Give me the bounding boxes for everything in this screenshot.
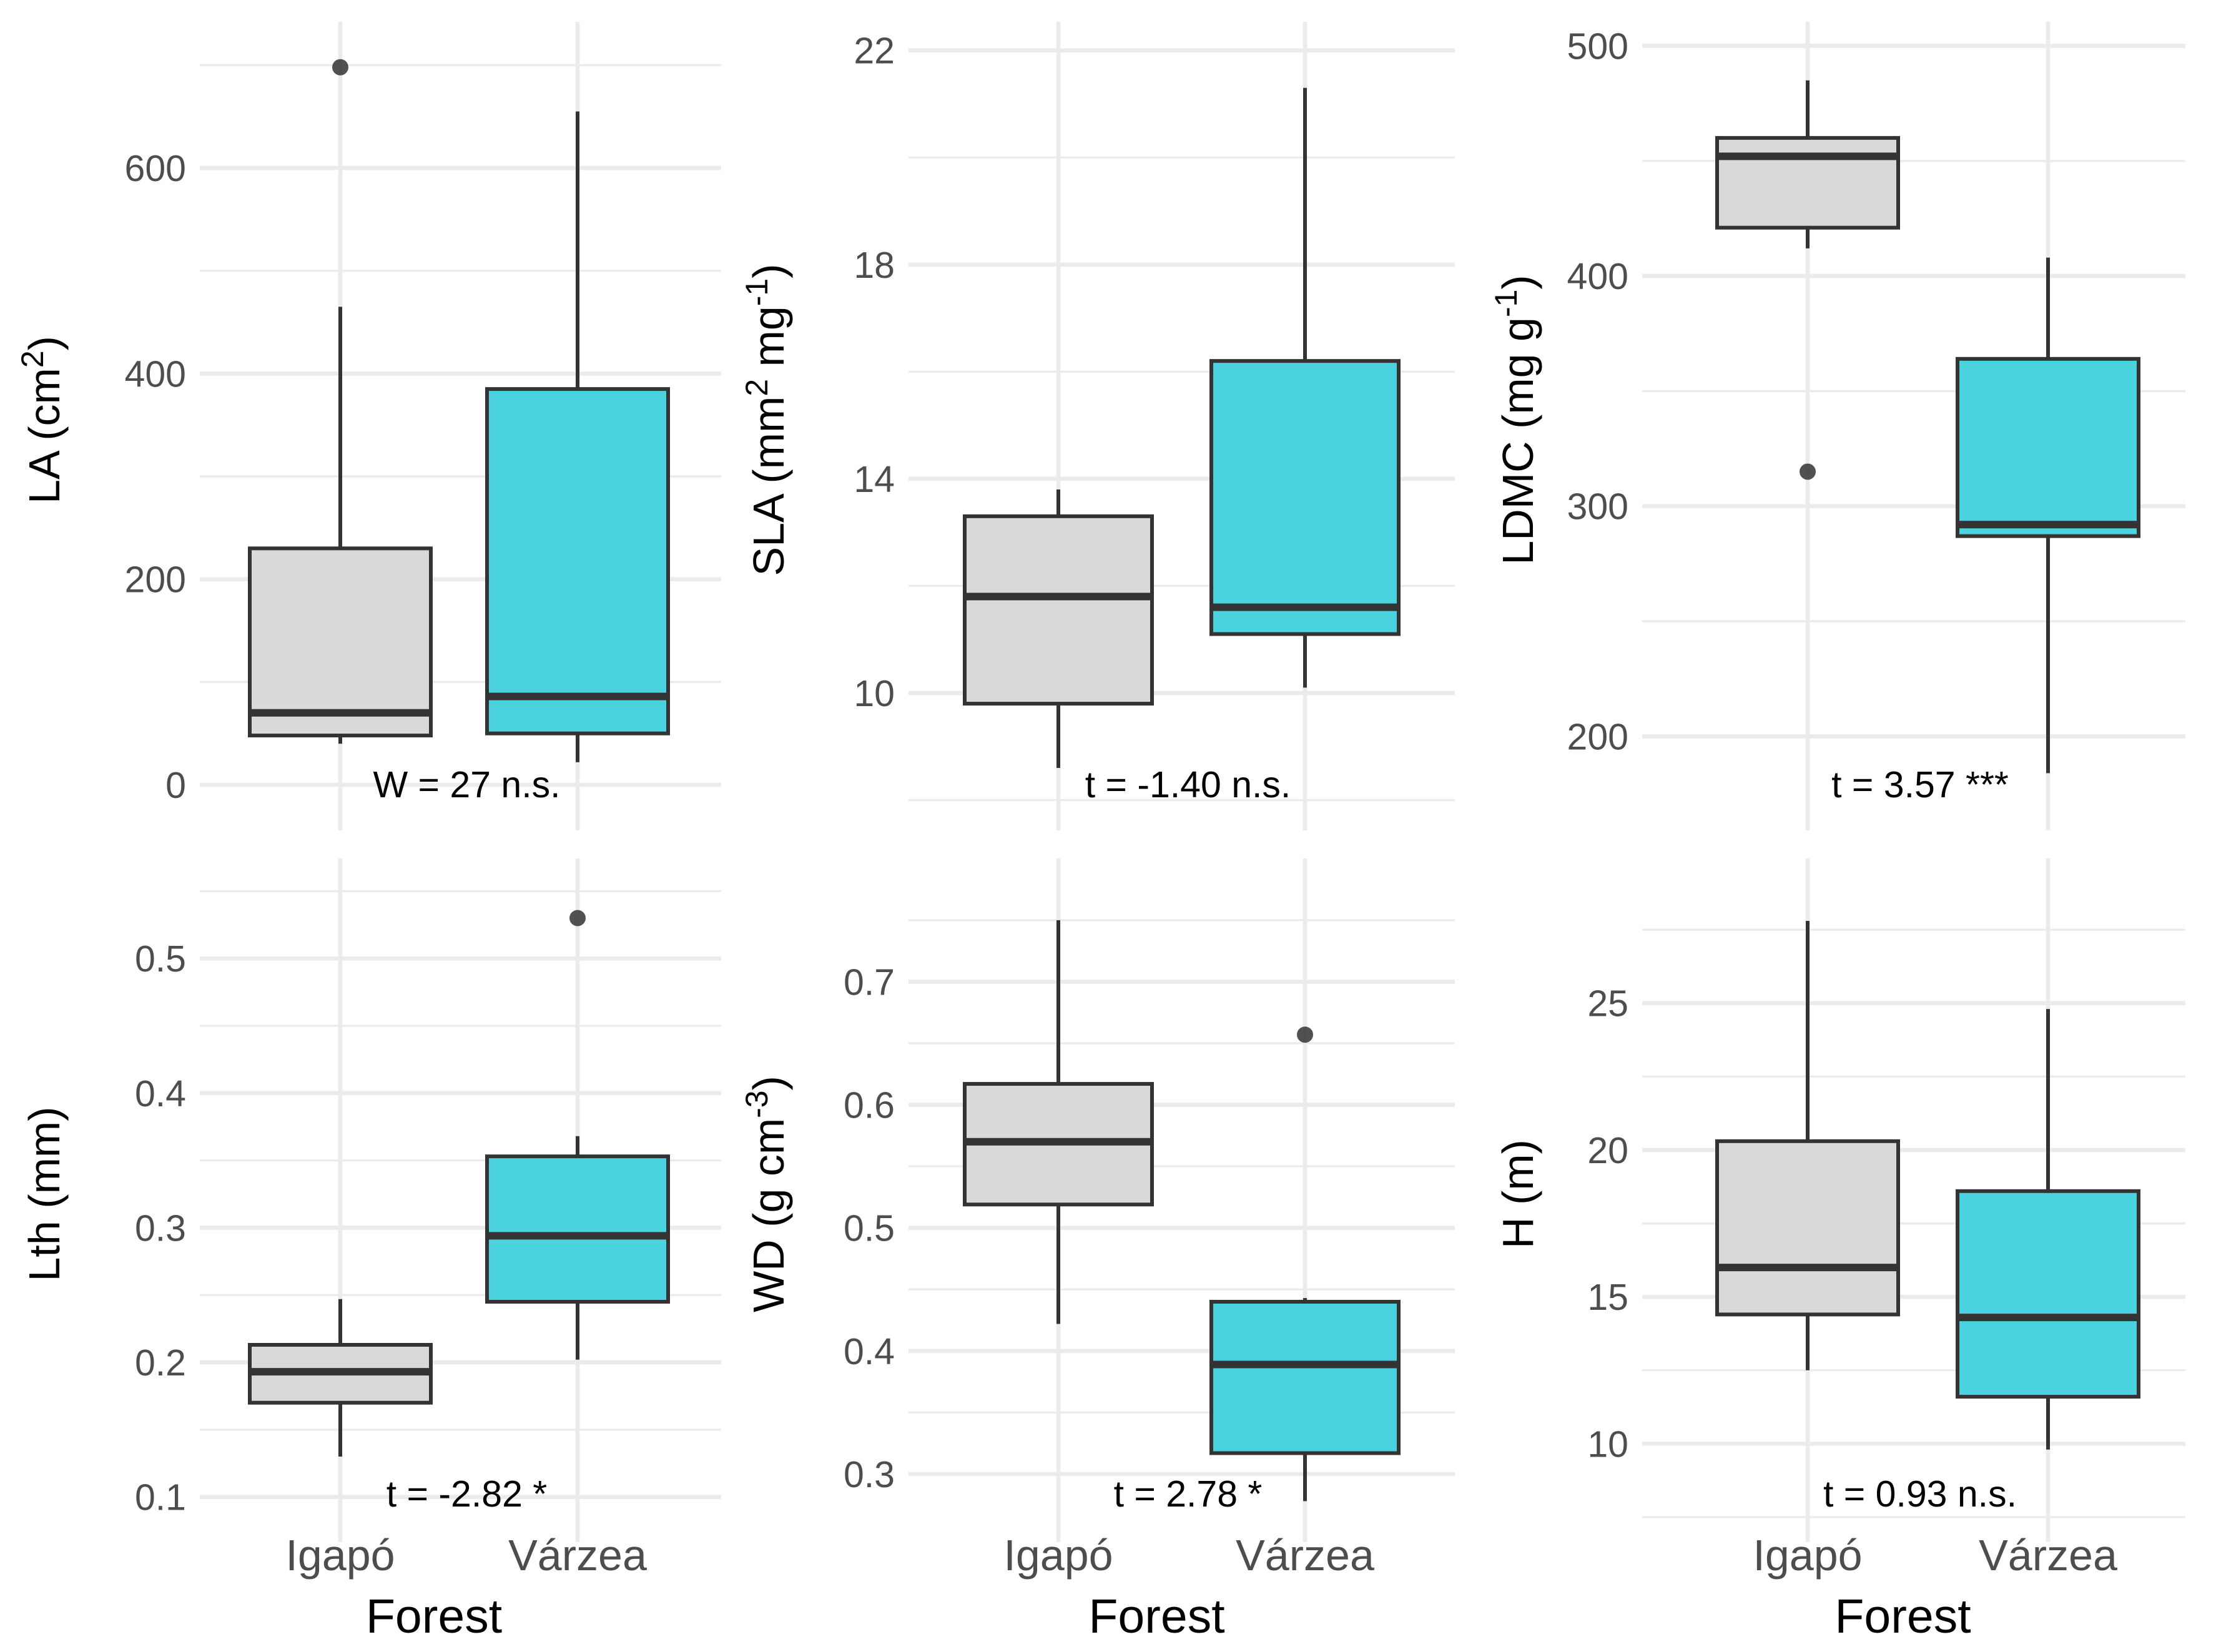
box-igapo bbox=[963, 920, 1154, 1324]
y-label-text: ) bbox=[744, 263, 793, 278]
test-annotation: t = 2.78 * bbox=[1114, 1473, 1263, 1515]
y-tick-label: 10 bbox=[1587, 1423, 1628, 1465]
x-category-label: Igapó bbox=[1753, 1531, 1862, 1580]
test-annotation: t = 3.57 *** bbox=[1831, 764, 2009, 805]
test-annotation: t = -1.40 n.s. bbox=[1085, 764, 1291, 805]
y-tick-label: 400 bbox=[125, 353, 186, 395]
y-tick-label: 0.5 bbox=[844, 1208, 895, 1249]
x-axis-label: Forest bbox=[1834, 1590, 1971, 1643]
y-axis-label: LDMC (mg g-1) bbox=[1489, 275, 1542, 565]
y-tick-label: 25 bbox=[1587, 983, 1628, 1025]
y-label-text: LA (cm bbox=[20, 368, 69, 504]
box-varzea bbox=[1956, 257, 2140, 774]
iqr-box bbox=[1956, 356, 2140, 538]
outlier-point bbox=[1297, 1026, 1313, 1043]
y-label-text: H (m) bbox=[1494, 1139, 1542, 1249]
box-igapo bbox=[963, 489, 1154, 768]
y-axis-label: LA (cm2) bbox=[15, 336, 69, 504]
iqr-box bbox=[485, 1154, 670, 1304]
y-tick-label: 600 bbox=[125, 148, 186, 189]
panel-1: 0 200 400 600 W = 27 n.s. LA (cm2) bbox=[15, 22, 721, 830]
y-label-text: WD (g cm bbox=[744, 1118, 793, 1312]
y-label-superscript: -1 bbox=[1489, 290, 1524, 317]
y-tick-label: 200 bbox=[1567, 716, 1628, 757]
outlier-point bbox=[1800, 463, 1816, 480]
iqr-box bbox=[248, 546, 433, 738]
y-label-text: LDMC (mg g bbox=[1494, 317, 1542, 565]
iqr-box bbox=[1209, 359, 1401, 636]
y-label-superscript: 2 bbox=[15, 350, 50, 368]
box-igapo bbox=[1715, 920, 1900, 1370]
test-annotation: W = 27 n.s. bbox=[373, 764, 560, 805]
x-category-label: Igapó bbox=[1003, 1531, 1113, 1580]
y-tick-label: 20 bbox=[1587, 1130, 1628, 1171]
iqr-box bbox=[485, 387, 670, 735]
y-label-text: SLA (mm bbox=[744, 396, 793, 576]
y-tick-label: 200 bbox=[125, 559, 186, 601]
y-tick-label: 0.4 bbox=[844, 1331, 895, 1372]
y-label-text: Lth (mm) bbox=[20, 1107, 69, 1282]
box-varzea bbox=[485, 910, 670, 1360]
x-category-label: Várzea bbox=[1236, 1531, 1374, 1580]
y-axis-label: Lth (mm) bbox=[20, 1107, 69, 1282]
box-igapo bbox=[248, 1299, 433, 1457]
y-label-text: ) bbox=[744, 1076, 793, 1090]
y-tick-label: 0.3 bbox=[844, 1454, 895, 1495]
y-tick-label: 400 bbox=[1567, 256, 1628, 297]
y-tick-label: 10 bbox=[854, 673, 895, 714]
panel-4: 0.1 0.2 0.3 0.4 0.5 t = -2.82 * Lth (mm) Igapó V… bbox=[20, 858, 721, 1643]
y-tick-label: 0.2 bbox=[135, 1342, 186, 1384]
iqr-box bbox=[1715, 135, 1900, 230]
x-axis-label: Forest bbox=[366, 1590, 502, 1643]
box-varzea bbox=[485, 111, 670, 762]
y-axis-label: WD (g cm-3) bbox=[739, 1076, 793, 1312]
test-annotation: t = -2.82 * bbox=[387, 1473, 548, 1515]
test-annotation: t = 0.93 n.s. bbox=[1823, 1473, 2017, 1515]
outlier-point bbox=[332, 59, 348, 76]
y-label-superscript: 2 bbox=[739, 379, 774, 396]
y-tick-label: 0.1 bbox=[135, 1477, 186, 1518]
y-tick-label: 14 bbox=[854, 459, 895, 500]
y-label-text: mg bbox=[744, 306, 793, 379]
panel-3: 200 300 400 500 t = 3.57 *** LDMC (mg g-1) bbox=[1489, 22, 2185, 830]
y-label-superscript: -3 bbox=[739, 1090, 774, 1118]
iqr-box bbox=[1956, 1189, 2140, 1399]
iqr-box bbox=[1715, 1139, 1900, 1317]
y-tick-label: 0.7 bbox=[844, 961, 895, 1003]
panel-2: 10 14 18 22 t = -1.40 n.s. SLA (mm2 mg-1) bbox=[739, 22, 1455, 830]
y-axis-label: SLA (mm2 mg-1) bbox=[739, 263, 793, 576]
y-tick-label: 0.3 bbox=[135, 1207, 186, 1249]
box-varzea bbox=[1956, 1009, 2140, 1450]
box-varzea bbox=[1209, 1026, 1401, 1502]
y-tick-label: 18 bbox=[854, 245, 895, 286]
x-category-label: Várzea bbox=[1979, 1531, 2117, 1580]
y-tick-label: 300 bbox=[1567, 486, 1628, 528]
y-tick-label: 500 bbox=[1567, 26, 1628, 67]
x-category-label: Várzea bbox=[508, 1531, 647, 1580]
y-tick-label: 0.4 bbox=[135, 1073, 186, 1114]
y-label-text: ) bbox=[20, 336, 69, 350]
y-tick-label: 0.6 bbox=[844, 1085, 895, 1126]
panel-6: 10 15 20 25 t = 0.93 n.s. H (m) Igapó VárzeaFor… bbox=[1494, 858, 2185, 1643]
y-tick-label: 15 bbox=[1587, 1277, 1628, 1318]
panel-5: 0.3 0.4 0.5 0.6 0.7 t = 2.78 * WD (g cm-3) Igap… bbox=[739, 858, 1455, 1643]
box-igapo bbox=[1715, 80, 1900, 480]
iqr-box bbox=[1209, 1300, 1401, 1455]
y-axis-label: H (m) bbox=[1494, 1139, 1542, 1249]
y-tick-label: 0 bbox=[165, 765, 186, 806]
box-varzea bbox=[1209, 87, 1401, 688]
y-tick-label: 22 bbox=[854, 31, 895, 72]
x-category-label: Igapó bbox=[285, 1531, 395, 1580]
outlier-point bbox=[569, 910, 586, 927]
iqr-box bbox=[963, 514, 1154, 706]
y-label-superscript: -1 bbox=[739, 278, 774, 306]
x-axis-label: Forest bbox=[1088, 1590, 1224, 1643]
box-igapo bbox=[248, 59, 433, 744]
y-tick-label: 0.5 bbox=[135, 938, 186, 980]
y-label-text: ) bbox=[1494, 275, 1542, 289]
